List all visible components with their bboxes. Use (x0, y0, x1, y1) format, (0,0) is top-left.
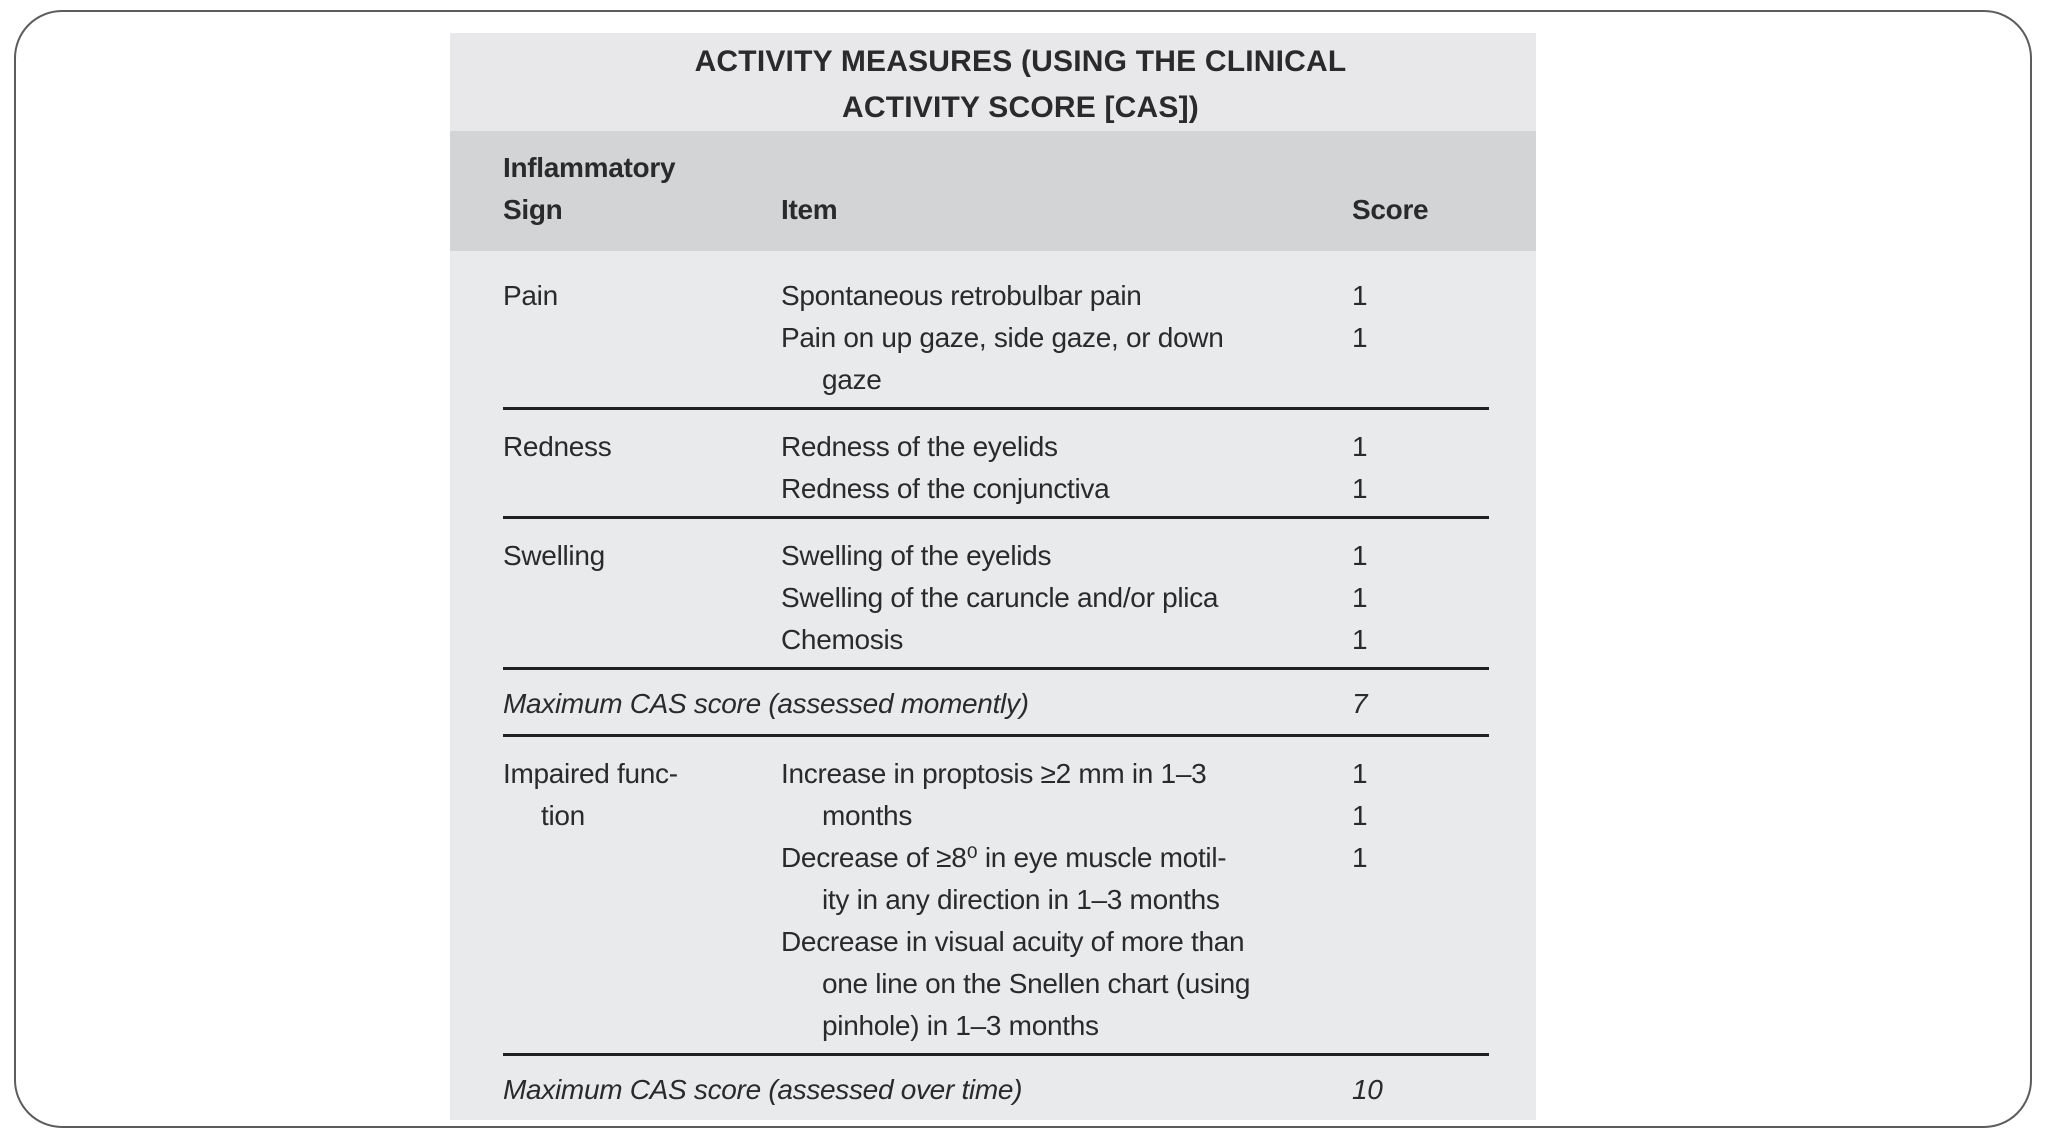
score-cell: 1 (1352, 758, 1368, 789)
table-row: Redness Redness of the eyelids 1 (503, 426, 1489, 468)
item-cell-continuation: pinhole) in 1–3 months (822, 1010, 1099, 1041)
table-row: Pain Spontaneous retrobulbar pain 1 (503, 275, 1489, 317)
table-row: Impaired func- Increase in proptosis ≥2 … (503, 753, 1489, 795)
table-row: Pain on up gaze, side gaze, or down 1 (503, 317, 1489, 359)
score-cell (1352, 1005, 1489, 1047)
table-title-line2: ACTIVITY SCORE [CAS]) (842, 91, 1199, 124)
item-cell: Redness of the conjunctiva (781, 473, 1110, 504)
table-header-row: Inflammatory Sign Item Score (450, 131, 1536, 251)
sign-cell (503, 468, 781, 510)
section-redness: Redness Redness of the eyelids 1 Redness… (503, 410, 1489, 519)
summary-label: Maximum CAS score (assessed momently) (503, 688, 1029, 719)
item-cell: Pain on up gaze, side gaze, or down (781, 322, 1224, 353)
summary-label: Maximum CAS score (assessed over time) (503, 1074, 1023, 1105)
section-swelling: Swelling Swelling of the eyelids 1 Swell… (503, 519, 1489, 670)
score-cell (1352, 879, 1489, 921)
score-cell (1352, 963, 1489, 1005)
sign-cell (503, 879, 781, 921)
table-row: tion months 1 (503, 795, 1489, 837)
score-cell: 1 (1352, 473, 1368, 504)
item-cell-continuation: ity in any direction in 1–3 months (822, 884, 1220, 915)
sign-cell (503, 619, 781, 661)
score-cell: 1 (1352, 322, 1368, 353)
table-title: ACTIVITY MEASURES (USING THE CLINICAL AC… (450, 33, 1536, 131)
sign-cell (503, 963, 781, 1005)
item-cell: Spontaneous retrobulbar pain (781, 280, 1142, 311)
item-cell: Swelling of the caruncle and/or plica (781, 582, 1219, 613)
sign-cell: Pain (503, 280, 558, 311)
section-pain: Pain Spontaneous retrobulbar pain 1 Pain… (503, 251, 1489, 410)
item-cell-continuation: gaze (822, 364, 882, 395)
sign-cell (503, 359, 781, 401)
table-row: Decrease of ≥8⁰ in eye muscle motil- 1 (503, 837, 1489, 879)
table-title-line1: ACTIVITY MEASURES (USING THE CLINICAL (694, 45, 1347, 78)
section-max-cas-over-time: Maximum CAS score (assessed over time) 1… (503, 1056, 1489, 1120)
table-row: pinhole) in 1–3 months (503, 1005, 1489, 1047)
sign-cell: Impaired func- (503, 758, 678, 789)
table-row: Chemosis 1 (503, 619, 1489, 661)
score-cell: 1 (1352, 540, 1368, 571)
sign-cell (503, 837, 781, 879)
score-cell: 1 (1352, 280, 1368, 311)
item-cell-continuation: months (822, 800, 913, 831)
score-cell (1352, 359, 1489, 401)
item-cell: Decrease of ≥8⁰ in eye muscle motil- (781, 842, 1227, 873)
cas-activity-table: ACTIVITY MEASURES (USING THE CLINICAL AC… (450, 33, 1536, 1120)
summary-score: 10 (1352, 1074, 1383, 1105)
table-body: Pain Spontaneous retrobulbar pain 1 Pain… (450, 251, 1536, 1120)
item-cell: Increase in proptosis ≥2 mm in 1–3 (781, 758, 1207, 789)
score-cell: 1 (1352, 800, 1368, 831)
rounded-border-frame (14, 10, 2032, 1128)
score-cell: 1 (1352, 624, 1368, 655)
table-row: Swelling Swelling of the eyelids 1 (503, 535, 1489, 577)
summary-row: Maximum CAS score (assessed over time) 1… (503, 1069, 1489, 1111)
table-row: Decrease in visual acuity of more than (503, 921, 1489, 963)
section-max-cas-momently: Maximum CAS score (assessed momently) 7 (503, 670, 1489, 737)
summary-row: Maximum CAS score (assessed momently) 7 (503, 683, 1489, 725)
section-impaired-function: Impaired func- Increase in proptosis ≥2 … (503, 737, 1489, 1056)
column-header-inflammatory-sign: Inflammatory Sign (503, 147, 781, 251)
table-row: Redness of the conjunctiva 1 (503, 468, 1489, 510)
item-cell: Chemosis (781, 624, 904, 655)
sign-cell (503, 1005, 781, 1047)
table-row: Swelling of the caruncle and/or plica 1 (503, 577, 1489, 619)
sign-cell (503, 921, 781, 963)
column-header-sign-line2: Sign (503, 194, 563, 225)
sign-cell: Swelling (503, 540, 605, 571)
column-header-item: Item (781, 194, 838, 225)
column-header-sign-line1: Inflammatory (503, 152, 676, 183)
item-cell: Swelling of the eyelids (781, 540, 1052, 571)
score-cell: 1 (1352, 431, 1368, 462)
table-row: ity in any direction in 1–3 months (503, 879, 1489, 921)
sign-cell (503, 317, 781, 359)
item-cell: Redness of the eyelids (781, 431, 1058, 462)
table-row: gaze (503, 359, 1489, 401)
sign-cell: Redness (503, 431, 612, 462)
score-cell: 1 (1352, 582, 1368, 613)
score-cell (1352, 921, 1489, 963)
column-header-score: Score (1352, 194, 1429, 225)
sign-cell-continuation: tion (541, 800, 585, 831)
table-row: one line on the Snellen chart (using (503, 963, 1489, 1005)
score-cell: 1 (1352, 842, 1368, 873)
sign-cell (503, 577, 781, 619)
item-cell: Decrease in visual acuity of more than (781, 926, 1245, 957)
item-cell-continuation: one line on the Snellen chart (using (822, 968, 1251, 999)
summary-score: 7 (1352, 688, 1368, 719)
